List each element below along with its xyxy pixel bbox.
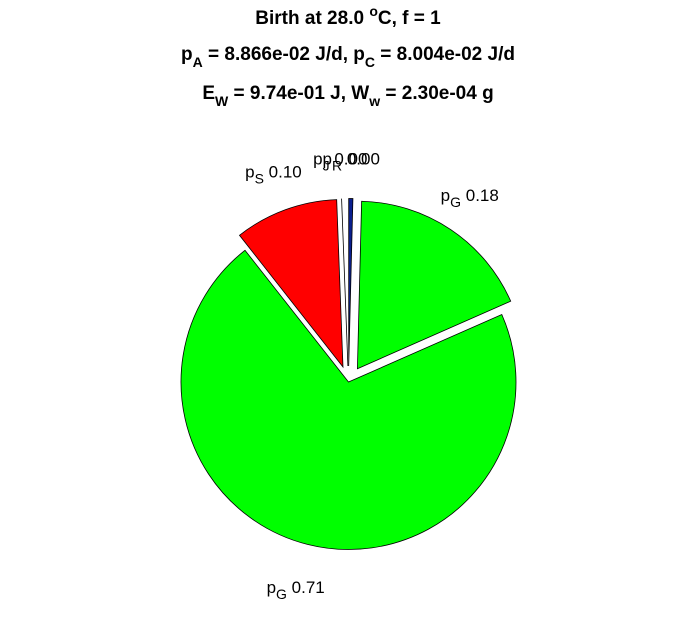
slice-symbol: p [441, 186, 450, 205]
slice-value-label: 0.71 [292, 578, 325, 597]
slice-symbol: p [245, 163, 254, 182]
pie-slice [180, 249, 517, 550]
title-subscript: A [193, 54, 203, 70]
pie-slice [238, 199, 344, 369]
pie-slice [341, 198, 349, 367]
pie-slice [348, 198, 354, 367]
title-text: = 9.74e-01 J, W [228, 83, 369, 104]
slice-label: pR 0.00 [323, 149, 380, 173]
slice-label: pG 0.71 [267, 578, 325, 602]
slice-subscript: R [332, 157, 342, 173]
title-text: = 2.30e-04 g [380, 83, 494, 104]
title-superscript: o [369, 3, 378, 19]
title-text: p [181, 44, 193, 65]
title-subscript: w [368, 93, 380, 109]
slice-value-label: 0.00 [334, 149, 367, 168]
slice-subscript: S [255, 171, 264, 187]
chart-title: pA = 8.866e-02 J/d, pC = 8.004e-02 J/d [181, 44, 515, 70]
title-subscript: W [215, 93, 229, 109]
title-text: = 8.866e-02 J/d, p [203, 44, 365, 65]
chart-title: Birth at 28.0 oC, f = 1 [255, 3, 441, 29]
title-text: C, f = 1 [378, 8, 441, 29]
slice-value-label: 0.00 [347, 149, 380, 168]
slice-symbol: p [323, 149, 332, 168]
slice-subscript: G [276, 586, 287, 602]
slice-value-label: 0.10 [269, 163, 302, 182]
slice-label: pS 0.10 [245, 163, 302, 187]
slice-symbol: p [267, 578, 276, 597]
slice-value-label: 0.18 [466, 186, 499, 205]
title-text: Birth at 28.0 [255, 8, 369, 29]
slice-subscript: J [323, 157, 330, 173]
slice-label: pJ 0.00 [313, 149, 367, 173]
title-subscript: C [365, 54, 375, 70]
pie-slice [356, 200, 512, 370]
slice-symbol: p [313, 149, 322, 168]
slice-subscript: G [450, 194, 461, 210]
slice-label: pG 0.18 [441, 186, 499, 210]
chart-title: EW = 9.74e-01 J, Ww = 2.30e-04 g [202, 83, 493, 109]
title-text: = 8.004e-02 J/d [375, 44, 515, 65]
title-text: E [202, 83, 215, 104]
